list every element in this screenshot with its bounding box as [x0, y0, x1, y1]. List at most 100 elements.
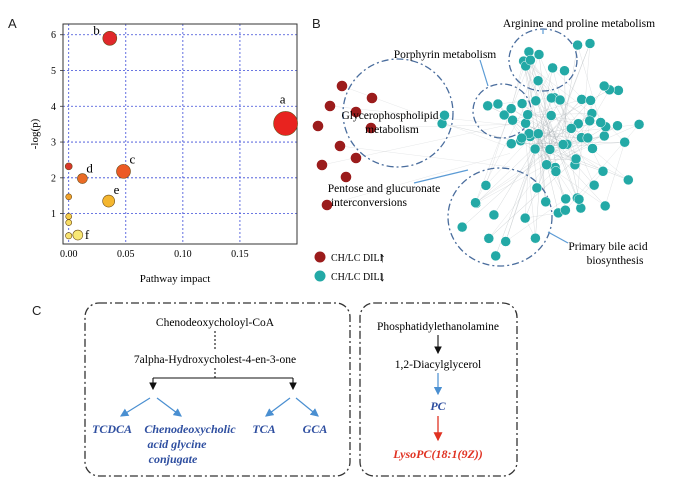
- edge-to-tca: [265, 397, 291, 417]
- node-chenodeoxycholoyl-coa: Chenodeoxycholoyl-CoA: [156, 317, 275, 329]
- metabolite-node-up: [324, 100, 336, 112]
- pathway-point-f: [72, 229, 84, 241]
- y-tick-label: 5: [51, 66, 56, 77]
- metabolite-node-up: [366, 92, 378, 104]
- network-edge: [552, 67, 577, 159]
- x-tick-label: 0.05: [117, 249, 135, 260]
- plot-frame: [62, 23, 298, 245]
- node-diacylglycerol: 1,2-Diacylglycerol: [395, 359, 482, 371]
- metabolite-node-down: [595, 117, 606, 128]
- metabolite-node-down: [572, 39, 583, 51]
- lipid-pathway-box: [359, 302, 518, 477]
- network-edge: [538, 54, 595, 186]
- metabolite-node-down: [530, 232, 541, 244]
- network-legend: CH/LC DILI ↑ CH/LC DILI ↓: [314, 250, 386, 284]
- legend-down-arrow: ↓: [379, 269, 386, 284]
- network-edge: [568, 85, 605, 145]
- metabolite-node-down: [554, 94, 566, 106]
- node-tca: TCA: [252, 422, 275, 436]
- network-edge: [533, 128, 606, 207]
- metabolite-node-down: [557, 139, 569, 150]
- network-edge: [505, 97, 552, 242]
- metabolite-node-down: [456, 221, 468, 233]
- metabolite-node-down: [560, 204, 571, 216]
- metabolite-node-up: [350, 106, 362, 118]
- metabolite-node-down: [585, 95, 596, 106]
- network-edge: [339, 145, 511, 168]
- metabolite-node-down: [505, 103, 517, 114]
- point-label-e: e: [114, 182, 120, 197]
- metabolite-node-down: [612, 120, 623, 131]
- metabolite-node-down: [533, 128, 544, 139]
- metabolite-node-down: [599, 200, 611, 212]
- metabolite-node-down: [522, 109, 533, 120]
- metabolite-node-down: [587, 143, 598, 154]
- network-edge: [488, 158, 577, 239]
- network-edge: [542, 89, 610, 127]
- metabolite-node-down: [519, 212, 531, 224]
- x-axis-label: Pathway impact: [140, 273, 211, 285]
- network-edge: [442, 123, 561, 152]
- label-bile-2: biosynthesis: [587, 255, 644, 267]
- metabolite-node-down: [598, 80, 610, 92]
- metabolite-node-down: [531, 182, 543, 194]
- metabolite-node-up: [365, 122, 377, 134]
- label-glycerophospholipid-2: metabolism: [365, 124, 419, 136]
- chart-grid: [63, 24, 297, 244]
- legend-down-dot: [314, 270, 326, 282]
- network-edge: [536, 137, 588, 189]
- metabolite-node-down: [506, 138, 517, 149]
- chart-ticks: 0.00 0.05 0.10 0.15 1 2 3 4 5 6: [51, 30, 249, 260]
- metabolite-node-down: [439, 110, 450, 121]
- network-edge: [577, 43, 591, 199]
- metabolite-node-down: [500, 236, 511, 247]
- network-edge: [326, 153, 511, 206]
- metabolite-node-down: [470, 197, 481, 208]
- pathway-point-d: [77, 173, 88, 184]
- metabolite-node-down: [488, 209, 500, 221]
- network-edge: [534, 99, 582, 150]
- node-lysopc: LysoPC(18:1(9Z)): [392, 447, 483, 461]
- pointer-pentose: [413, 169, 469, 184]
- network-nodes: [312, 38, 645, 262]
- network-edge: [527, 67, 553, 115]
- y-tick-label: 4: [51, 102, 56, 113]
- point-label-b: b: [93, 22, 100, 37]
- network-edge: [523, 61, 547, 165]
- y-tick-label: 2: [51, 173, 56, 184]
- y-tick-label: 6: [51, 30, 56, 41]
- chart-points: b a d c e f: [64, 22, 298, 242]
- metabolite-node-down: [532, 75, 544, 86]
- network-edge: [530, 60, 552, 116]
- node-hydroxycholest: 7alpha-Hydroxycholest-4-en-3-one: [134, 354, 296, 366]
- label-glycerophospholipid-1: Glycerophospholipid: [341, 110, 438, 122]
- cluster-glycerophospholipid-circle: [342, 58, 454, 168]
- pathway-point-b: [102, 31, 118, 46]
- metabolite-node-down: [541, 159, 552, 170]
- metabolite-node-down: [480, 180, 492, 191]
- metabolite-node-down: [582, 132, 594, 144]
- metabolite-node-up: [340, 171, 352, 183]
- network-edge: [531, 134, 538, 188]
- point-label-d: d: [86, 161, 93, 176]
- pathway-point: [64, 162, 73, 171]
- pointer-bile: [547, 231, 569, 244]
- point-label-f: f: [85, 227, 90, 242]
- pathway-point-c: [116, 164, 131, 179]
- metabolite-node-up: [334, 140, 346, 152]
- y-tick-label: 3: [51, 138, 56, 149]
- metabolite-node-up: [312, 120, 324, 132]
- network-edge: [527, 113, 592, 115]
- network-edge: [538, 133, 629, 181]
- network-edge: [485, 115, 552, 186]
- metabolite-node-up: [336, 80, 348, 92]
- network-edge: [605, 142, 625, 206]
- network-edge: [555, 171, 606, 207]
- metabolite-node-down: [516, 132, 527, 144]
- metabolite-node-down: [544, 144, 556, 155]
- metabolite-node-down: [550, 166, 562, 177]
- bile-acid-pathway-box: [84, 302, 351, 477]
